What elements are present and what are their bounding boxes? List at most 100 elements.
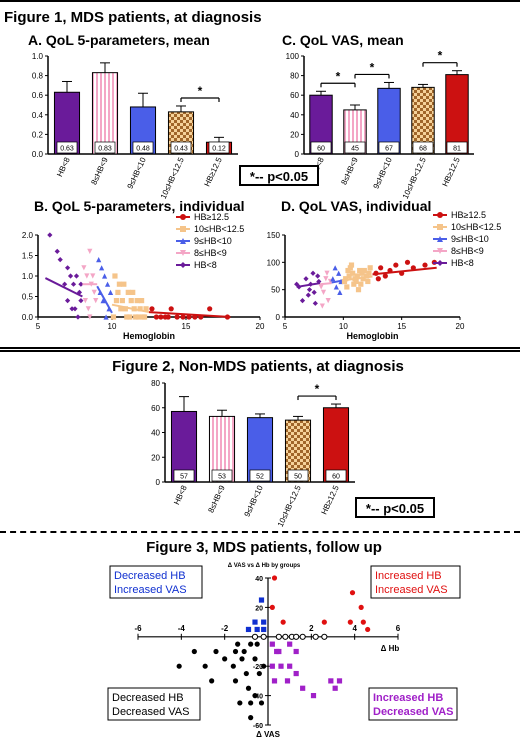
data-point — [437, 224, 443, 230]
figure2-title: Figure 2, Non-MDS patients, at diagnosis — [112, 358, 404, 375]
data-point — [360, 619, 366, 625]
data-point — [332, 265, 338, 271]
data-point — [323, 276, 329, 282]
quadrant-top-left-line1: Decreased HB — [114, 570, 186, 582]
data-point — [254, 641, 260, 647]
data-point — [180, 238, 186, 244]
data-point — [141, 314, 148, 320]
quadrant-bottom-right-line1: Increased HB — [373, 692, 443, 704]
data-point — [54, 248, 60, 254]
data-point — [347, 619, 353, 625]
value-label-box — [249, 469, 271, 482]
figure3-title: Figure 3, MDS patients, follow up — [146, 539, 382, 556]
legend-label: 9≤HB<10 — [194, 236, 232, 246]
value-label: 0.63 — [60, 146, 74, 153]
y-tick-label: 0.6 — [32, 91, 44, 100]
data-point — [115, 289, 121, 295]
legend-label: HB≥12.5 — [451, 210, 486, 220]
data-point — [287, 663, 293, 669]
data-point — [305, 292, 311, 298]
data-point — [437, 260, 443, 266]
data-point — [251, 633, 259, 640]
fit-line — [148, 311, 231, 318]
quadrant-label-top-right — [370, 565, 461, 599]
quadrant-label-bottom-left — [107, 687, 201, 721]
data-point — [78, 281, 84, 287]
data-point — [134, 298, 140, 304]
y-tick-label: 100 — [286, 52, 300, 61]
y-tick-label: 0.0 — [32, 150, 44, 159]
data-point — [82, 298, 88, 304]
x-tick-label: 20 — [256, 322, 265, 331]
data-point — [121, 281, 127, 287]
data-point — [306, 287, 313, 293]
data-point — [333, 284, 339, 290]
significance-star: * — [438, 49, 443, 63]
data-point — [382, 273, 388, 279]
value-label: 60 — [317, 146, 325, 153]
data-point — [437, 236, 443, 242]
chart-title: C. QoL VAS, mean — [282, 32, 404, 48]
figure3-subtitle: Δ VAS vs Δ Hb by groups — [228, 563, 301, 569]
data-point — [325, 298, 331, 304]
data-point — [70, 281, 77, 287]
value-label-box — [446, 141, 468, 154]
data-point — [202, 663, 208, 669]
data-point — [258, 700, 265, 706]
data-point — [116, 281, 122, 287]
value-label-box — [94, 141, 116, 154]
y-tick-label: 40 — [290, 111, 299, 120]
x-axis-label: Hemoglobin — [123, 331, 175, 341]
data-point — [437, 248, 443, 254]
data-point — [269, 663, 275, 669]
value-label: 0.43 — [174, 146, 188, 153]
figure1-pvalue-note: *-- p<0.05 — [250, 169, 308, 184]
data-point — [230, 663, 236, 669]
y-tick-label: 0 — [156, 478, 161, 487]
data-point — [252, 693, 258, 699]
data-point — [118, 306, 124, 312]
x-tick-label: 5 — [36, 322, 41, 331]
data-point — [378, 265, 384, 271]
y-tick-label: 40 — [255, 576, 263, 583]
data-point — [110, 314, 117, 320]
value-label-box — [344, 141, 366, 154]
data-point — [107, 289, 114, 295]
y-tick-label: 1.0 — [32, 52, 44, 61]
x-tick-label: -6 — [134, 624, 142, 633]
category-label: 8≤HB<9 — [89, 156, 110, 187]
data-point — [404, 259, 411, 265]
y-tick-label: 80 — [151, 379, 160, 388]
x-tick-label: 10 — [108, 322, 117, 331]
data-point — [437, 212, 443, 218]
data-point — [256, 670, 262, 677]
data-point — [69, 306, 75, 312]
chart-a-qol-5-parameters-mean: A. QoL 5-parameters, mean 0.0 0.2 0.4 0.6 0.8… — [28, 32, 238, 200]
value-label-box — [211, 469, 233, 482]
data-point — [261, 663, 267, 669]
data-point — [76, 289, 83, 295]
data-point — [274, 648, 280, 655]
data-point — [355, 287, 362, 293]
data-point — [153, 314, 159, 320]
data-point — [186, 314, 192, 320]
quadrant-top-right-line2: Increased VAS — [375, 584, 448, 596]
data-point — [87, 314, 93, 320]
figure1-top-border — [0, 0, 520, 2]
data-point — [248, 700, 254, 706]
data-point — [336, 678, 343, 684]
data-point — [57, 257, 63, 263]
data-point — [320, 289, 327, 295]
category-label: 8≤HB<9 — [339, 156, 360, 187]
data-point — [347, 265, 353, 271]
quadrant-top-left-line2: Increased VAS — [114, 584, 187, 596]
data-point — [112, 273, 118, 279]
fit-line — [296, 282, 321, 288]
data-point — [96, 257, 102, 263]
data-point — [393, 262, 399, 268]
data-point — [180, 214, 186, 220]
x-tick-label: 15 — [397, 322, 406, 331]
data-point — [119, 298, 125, 304]
data-point — [180, 226, 186, 232]
data-point — [354, 273, 360, 279]
